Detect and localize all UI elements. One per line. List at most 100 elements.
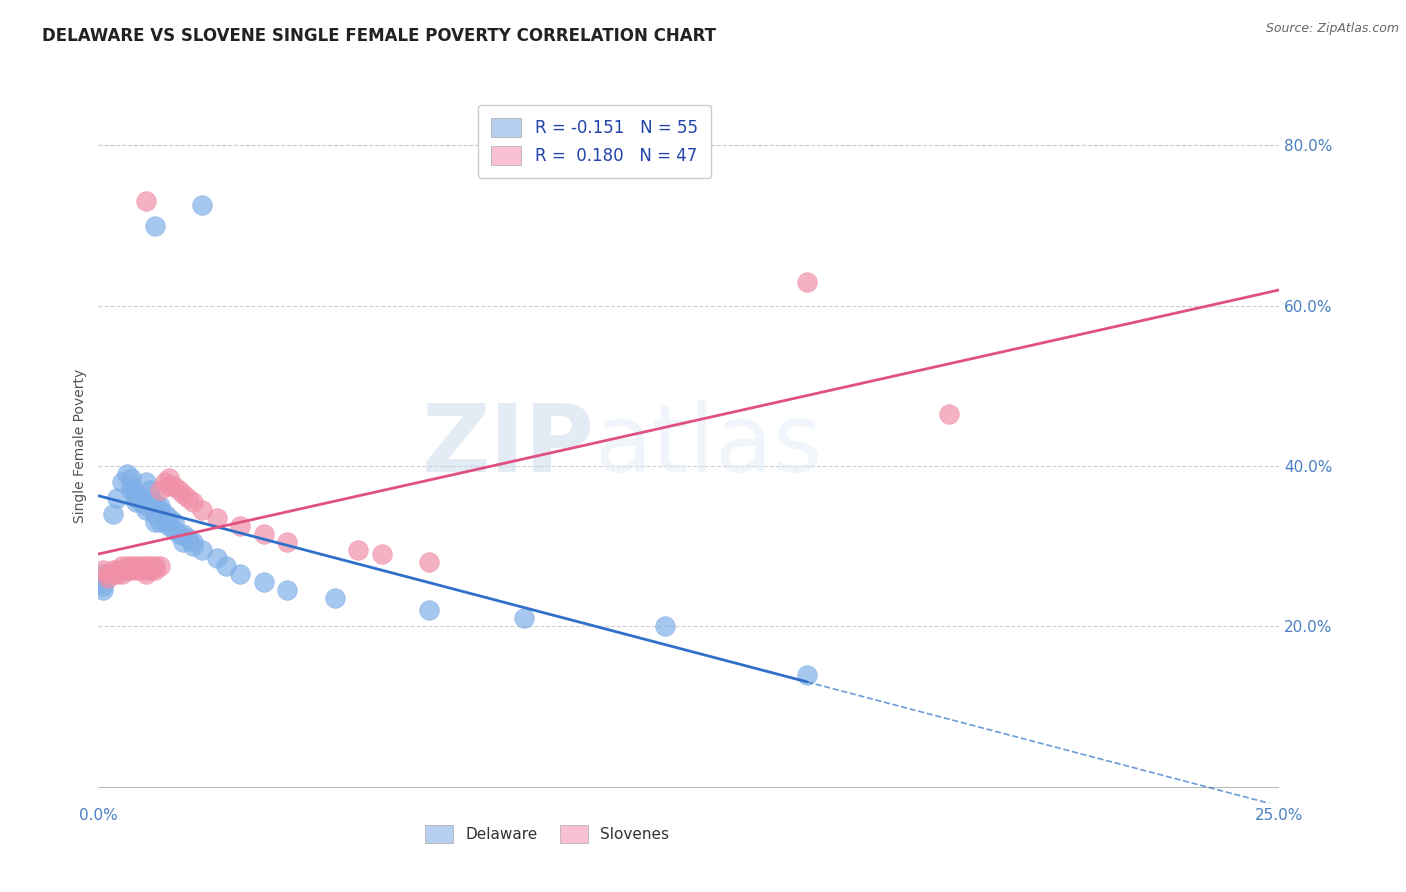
Text: Source: ZipAtlas.com: Source: ZipAtlas.com bbox=[1265, 22, 1399, 36]
Point bbox=[512, 611, 534, 625]
Point bbox=[215, 559, 238, 574]
Point bbox=[139, 483, 162, 497]
Point bbox=[149, 499, 172, 513]
Point bbox=[121, 559, 143, 574]
Point bbox=[115, 563, 138, 577]
Legend: Delaware, Slovenes: Delaware, Slovenes bbox=[419, 819, 675, 848]
Point bbox=[153, 475, 176, 489]
Point bbox=[418, 603, 440, 617]
Point bbox=[143, 507, 166, 521]
Point bbox=[149, 503, 172, 517]
Point bbox=[149, 515, 172, 529]
Point bbox=[125, 495, 148, 509]
Point bbox=[181, 535, 204, 549]
Point bbox=[135, 475, 157, 489]
Point bbox=[167, 483, 190, 497]
Point bbox=[177, 531, 200, 545]
Point bbox=[121, 563, 143, 577]
Point bbox=[163, 523, 186, 537]
Point bbox=[111, 563, 134, 577]
Point bbox=[121, 483, 143, 497]
Point bbox=[105, 491, 128, 505]
Point bbox=[153, 515, 176, 529]
Point bbox=[181, 539, 204, 553]
Text: ZIP: ZIP bbox=[422, 400, 595, 492]
Y-axis label: Single Female Poverty: Single Female Poverty bbox=[73, 369, 87, 523]
Point bbox=[796, 275, 818, 289]
Point bbox=[135, 503, 157, 517]
Point bbox=[253, 527, 276, 541]
Point bbox=[111, 475, 134, 489]
Point bbox=[191, 543, 214, 558]
Point bbox=[229, 567, 252, 582]
Point bbox=[323, 591, 346, 606]
Point bbox=[139, 559, 162, 574]
Point bbox=[91, 575, 114, 590]
Point bbox=[205, 551, 228, 566]
Point bbox=[143, 515, 166, 529]
Point bbox=[111, 567, 134, 582]
Point bbox=[167, 527, 190, 541]
Point bbox=[191, 503, 214, 517]
Point bbox=[121, 479, 143, 493]
Point bbox=[654, 619, 676, 633]
Point bbox=[91, 563, 114, 577]
Point bbox=[143, 495, 166, 509]
Point bbox=[129, 495, 152, 509]
Point bbox=[229, 519, 252, 533]
Point bbox=[135, 194, 157, 209]
Point bbox=[97, 567, 120, 582]
Point bbox=[97, 571, 120, 585]
Point bbox=[143, 219, 166, 233]
Point bbox=[191, 198, 214, 212]
Point bbox=[172, 535, 194, 549]
Point bbox=[91, 567, 114, 582]
Point bbox=[135, 567, 157, 582]
Point bbox=[121, 471, 143, 485]
Point bbox=[139, 563, 162, 577]
Point bbox=[157, 471, 180, 485]
Point bbox=[91, 579, 114, 593]
Point bbox=[125, 491, 148, 505]
Point bbox=[163, 479, 186, 493]
Point bbox=[135, 499, 157, 513]
Point bbox=[115, 467, 138, 481]
Point bbox=[371, 547, 394, 561]
Point bbox=[276, 535, 298, 549]
Point bbox=[149, 559, 172, 574]
Point bbox=[91, 583, 114, 598]
Point bbox=[253, 575, 276, 590]
Point bbox=[157, 511, 180, 525]
Point bbox=[163, 515, 186, 529]
Point bbox=[105, 567, 128, 582]
Point bbox=[125, 559, 148, 574]
Point bbox=[418, 555, 440, 569]
Point bbox=[153, 507, 176, 521]
Point bbox=[101, 507, 124, 521]
Text: DELAWARE VS SLOVENE SINGLE FEMALE POVERTY CORRELATION CHART: DELAWARE VS SLOVENE SINGLE FEMALE POVERT… bbox=[42, 27, 716, 45]
Text: atlas: atlas bbox=[595, 400, 823, 492]
Point bbox=[157, 479, 180, 493]
Point bbox=[135, 495, 157, 509]
Point bbox=[111, 559, 134, 574]
Point bbox=[115, 559, 138, 574]
Point bbox=[181, 495, 204, 509]
Point bbox=[139, 495, 162, 509]
Point bbox=[205, 511, 228, 525]
Point bbox=[101, 567, 124, 582]
Point bbox=[129, 559, 152, 574]
Point bbox=[135, 563, 157, 577]
Point bbox=[172, 487, 194, 501]
Point bbox=[129, 563, 152, 577]
Point bbox=[938, 407, 960, 421]
Point bbox=[157, 519, 180, 533]
Point bbox=[276, 583, 298, 598]
Point bbox=[172, 527, 194, 541]
Point bbox=[129, 491, 152, 505]
Point bbox=[101, 563, 124, 577]
Point bbox=[125, 563, 148, 577]
Point bbox=[105, 563, 128, 577]
Point bbox=[177, 491, 200, 505]
Point bbox=[135, 559, 157, 574]
Point bbox=[143, 559, 166, 574]
